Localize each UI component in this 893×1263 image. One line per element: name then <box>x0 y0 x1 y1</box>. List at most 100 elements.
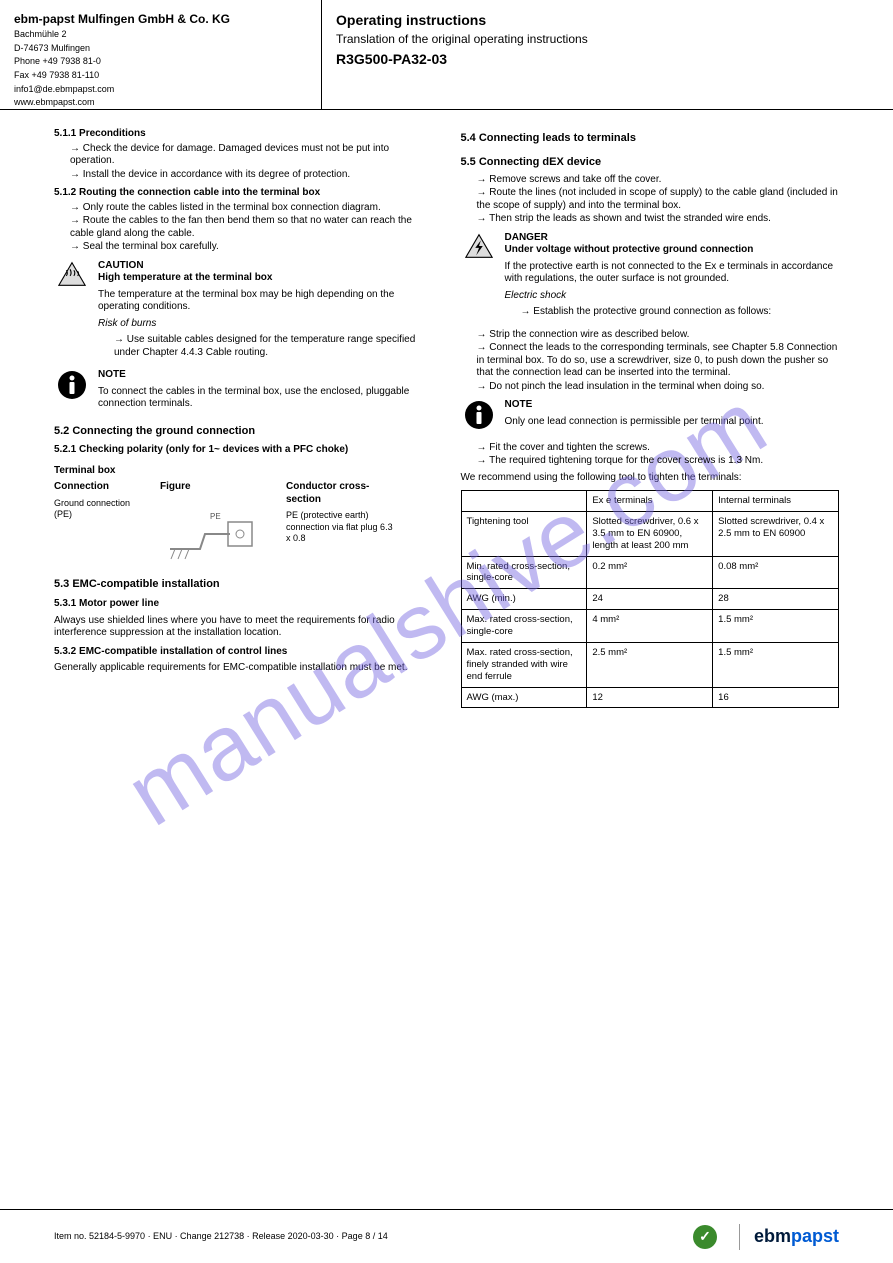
emc-motor-heading: 5.3.1 Motor power line <box>54 598 433 611</box>
fax: Fax +49 7938 81-110 <box>14 70 307 82</box>
list-item: Remove screws and take off the cover. <box>477 174 840 187</box>
td: AWG (min.) <box>461 589 587 610</box>
left-column: 5.1.1 Preconditions Check the device for… <box>54 122 433 708</box>
ground-label2: PE (protective earth) connection via fla… <box>286 510 396 544</box>
connecting-ground-heading: 5.2 Connecting the ground connection <box>54 425 433 439</box>
emc-motor-text: Always use shielded lines where you have… <box>54 615 433 640</box>
preconditions-heading: 5.1.1 Preconditions <box>54 128 433 141</box>
list-item: Only route the cables listed in the term… <box>70 202 433 215</box>
td: Max. rated cross-section, finely strande… <box>461 642 587 687</box>
phone: Phone +49 7938 81-0 <box>14 56 307 68</box>
td: Slotted screwdriver, 0.4 x 2.5 mm to EN … <box>713 511 839 556</box>
td: AWG (max.) <box>461 687 587 708</box>
danger-sub: Under voltage without protective ground … <box>505 244 840 257</box>
terminal-box-label: Terminal box <box>54 465 433 478</box>
note-p-right: Only one lead connection is permissible … <box>505 416 764 429</box>
danger-box: DANGER Under voltage without protective … <box>461 232 840 323</box>
list-item: Then strip the leads as shown and twist … <box>477 213 840 226</box>
routing-list: Only route the cables listed in the term… <box>54 202 433 254</box>
note-heading: NOTE <box>98 369 433 382</box>
footer-info: Item no. 52184-5-9970 · ENU · Change 212… <box>54 1231 388 1242</box>
td: Max. rated cross-section, single-core <box>461 610 587 643</box>
emc-req-text: Generally applicable requirements for EM… <box>54 662 433 675</box>
routing-heading: 5.1.2 Routing the connection cable into … <box>54 187 433 200</box>
td: 0.08 mm² <box>713 556 839 589</box>
th-exe: Ex e terminals <box>587 491 713 512</box>
logo-papst-text: papst <box>791 1226 839 1246</box>
connection-col: Connection Ground connection (PE) <box>54 481 144 568</box>
figure-label: Figure <box>160 481 270 494</box>
td: 2.5 mm² <box>587 642 713 687</box>
list-item: Establish the protective ground connecti… <box>521 306 840 319</box>
columns: 5.1.1 Preconditions Check the device for… <box>54 122 839 708</box>
td: 0.2 mm² <box>587 556 713 589</box>
list-item: Fit the cover and tighten the screws. <box>477 442 840 455</box>
conductor-label: Conductor cross-section <box>286 481 396 506</box>
green-check-icon: ✓ <box>693 1225 717 1249</box>
th-blank <box>461 491 587 512</box>
danger-text: DANGER Under voltage without protective … <box>505 232 840 323</box>
note-heading-right: NOTE <box>505 399 764 412</box>
header: ebm-papst Mulfingen GmbH & Co. KG Bachmü… <box>0 0 893 110</box>
dex-list: Remove screws and take off the cover. Ro… <box>461 174 840 226</box>
table-row: AWG (max.) 12 16 <box>461 687 839 708</box>
td: Tightening tool <box>461 511 587 556</box>
email: info1@de.ebmpapst.com <box>14 84 307 96</box>
emc-req-heading: 5.3.2 EMC-compatible installation of con… <box>54 646 433 659</box>
logo-ebm-text: ebm <box>754 1226 791 1246</box>
translation-note: Translation of the original operating in… <box>336 32 588 46</box>
note-text: NOTE To connect the cables in the termin… <box>98 369 433 415</box>
terminal-row: Connection Ground connection (PE) Figure… <box>54 481 433 568</box>
figure-col: Figure PE <box>160 481 270 568</box>
td: Slotted screwdriver, 0.6 x 3.5 mm to EN … <box>587 511 713 556</box>
td: 1.5 mm² <box>713 642 839 687</box>
list-item: Strip the connection wire as described b… <box>477 329 840 342</box>
caution-list: Use suitable cables designed for the tem… <box>98 334 433 359</box>
table-row: Ex e terminals Internal terminals <box>461 491 839 512</box>
note-text-right: NOTE Only one lead connection is permiss… <box>505 399 764 432</box>
danger-p2: Electric shock <box>505 290 840 303</box>
footer: Item no. 52184-5-9970 · ENU · Change 212… <box>0 1209 893 1263</box>
connecting-leads-heading: 5.4 Connecting leads to terminals <box>461 132 840 146</box>
td: 24 <box>587 589 713 610</box>
header-title-block: Operating instructions Translation of th… <box>322 0 893 109</box>
brand-name: ebm-papst Mulfingen GmbH & Co. KG <box>14 12 307 27</box>
stripping-list: Strip the connection wire as described b… <box>461 329 840 394</box>
list-item: Seal the terminal box carefully. <box>70 241 433 254</box>
doc-title: Operating instructions <box>336 12 879 30</box>
td: 12 <box>587 687 713 708</box>
web: www.ebmpapst.com <box>14 97 307 109</box>
content-area: manualshive.com 5.1.1 Preconditions Chec… <box>0 110 893 1195</box>
pe-figure-icon: PE <box>160 494 260 564</box>
electric-hazard-icon <box>461 232 497 265</box>
caution-p1: The temperature at the terminal box may … <box>98 289 433 314</box>
product-id: R3G500-PA32-03 <box>336 51 879 69</box>
dex-heading: 5.5 Connecting dEX device <box>461 156 840 170</box>
list-item: Do not pinch the lead insulation in the … <box>477 381 840 394</box>
list-item: Route the lines (not included in scope o… <box>477 187 840 212</box>
svg-text:PE: PE <box>210 512 221 521</box>
list-item: The required tightening torque for the c… <box>477 455 840 468</box>
table-row: Tightening tool Slotted screwdriver, 0.6… <box>461 511 839 556</box>
td: 1.5 mm² <box>713 610 839 643</box>
conductor-col: Conductor cross-section PE (protective e… <box>286 481 396 568</box>
tightening-list: Fit the cover and tighten the screws. Th… <box>461 442 840 468</box>
caution-text: CAUTION High temperature at the terminal… <box>98 260 433 364</box>
danger-heading: DANGER <box>505 232 840 245</box>
td: Min. rated cross-section, single-core <box>461 556 587 589</box>
connection-label: Connection <box>54 481 144 494</box>
caution-sub: High temperature at the terminal box <box>98 272 433 285</box>
td: 28 <box>713 589 839 610</box>
table-row: Max. rated cross-section, single-core 4 … <box>461 610 839 643</box>
list-item: Check the device for damage. Damaged dev… <box>70 143 433 168</box>
hot-surface-icon <box>54 260 90 293</box>
preconditions-list: Check the device for damage. Damaged dev… <box>54 143 433 182</box>
header-brand-block: ebm-papst Mulfingen GmbH & Co. KG Bachmü… <box>0 0 322 109</box>
list-item: Use suitable cables designed for the tem… <box>114 334 433 359</box>
recommend-text: We recommend using the following tool to… <box>461 472 840 485</box>
addr2: D-74673 Mulfingen <box>14 43 307 55</box>
note-box: NOTE To connect the cables in the termin… <box>54 369 433 415</box>
info-icon <box>461 399 497 436</box>
right-column: 5.4 Connecting leads to terminals 5.5 Co… <box>461 122 840 708</box>
table-row: Min. rated cross-section, single-core 0.… <box>461 556 839 589</box>
